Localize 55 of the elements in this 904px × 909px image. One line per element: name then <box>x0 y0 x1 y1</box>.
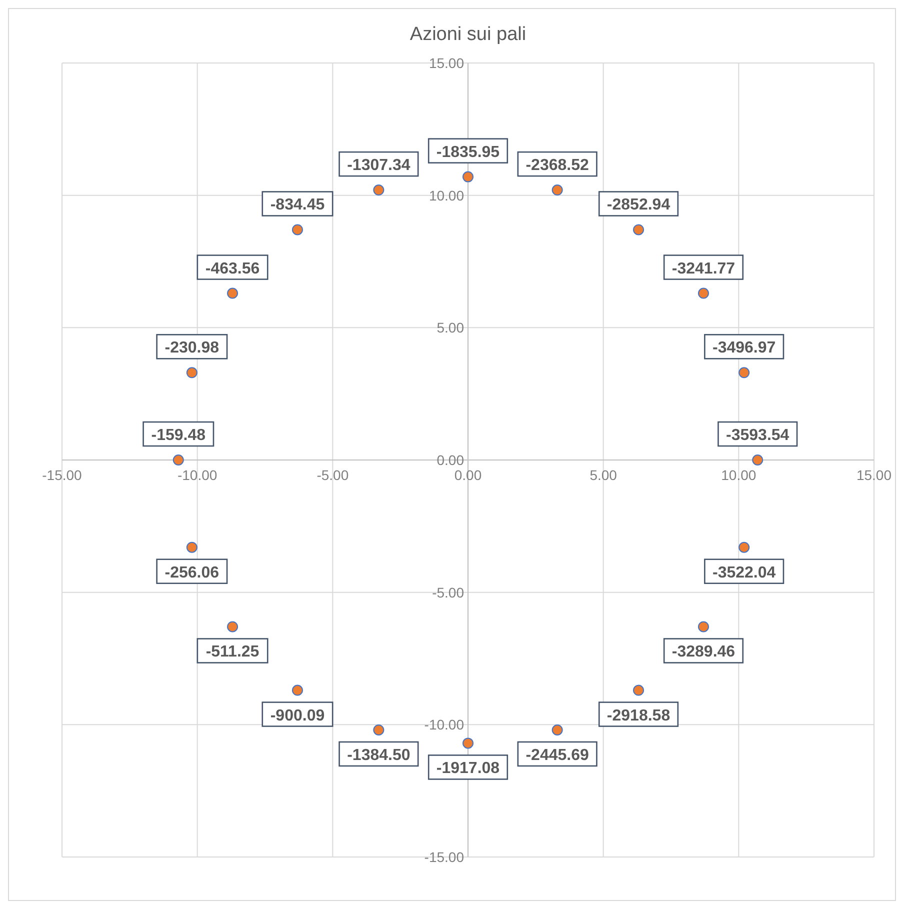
annotation: -3496.97 <box>712 340 776 357</box>
x-tick-label: 10.00 <box>721 467 756 483</box>
point <box>698 288 709 299</box>
point <box>738 542 750 553</box>
point <box>172 454 184 466</box>
point <box>752 454 764 466</box>
annotation: -159.48 <box>151 427 206 444</box>
point <box>633 684 644 696</box>
annotation: -3593.54 <box>726 427 790 444</box>
y-tick-label: 5.00 <box>436 320 464 336</box>
y-tick-label: 10.00 <box>428 187 464 204</box>
x-tick-label: -10.00 <box>177 467 218 483</box>
annotation: -3289.46 <box>672 644 736 661</box>
point <box>292 224 303 236</box>
annotation: -463.56 <box>205 260 260 278</box>
point <box>227 621 238 632</box>
point <box>552 724 563 736</box>
annotation: -230.98 <box>164 340 220 357</box>
y-tick-label: -10.00 <box>424 716 464 733</box>
point <box>698 621 709 632</box>
annotation: -3522.04 <box>712 564 776 582</box>
y-tick-label: -15.00 <box>424 849 464 865</box>
point <box>552 184 563 196</box>
x-tick-label: -5.00 <box>316 467 349 483</box>
annotation: -256.06 <box>164 564 220 582</box>
point <box>373 724 384 736</box>
point <box>738 367 750 378</box>
point <box>292 684 303 696</box>
x-tick-label: 5.00 <box>590 467 618 483</box>
annotation: -1384.50 <box>347 746 410 764</box>
point <box>462 171 474 182</box>
x-tick-label: 0.00 <box>454 467 482 483</box>
annotation: -2368.52 <box>526 157 589 174</box>
point <box>633 224 644 236</box>
annotation: -900.09 <box>270 707 325 724</box>
x-tick-label: 15.00 <box>856 467 892 483</box>
y-tick-label: 0.00 <box>436 452 464 468</box>
y-tick-label: 15.00 <box>428 55 464 71</box>
point <box>462 738 474 749</box>
annotation: -1835.95 <box>436 144 500 161</box>
annotation: -2852.94 <box>606 196 670 214</box>
annotation: -511.25 <box>206 644 260 661</box>
chart-title: Azioni sui pali <box>410 24 526 45</box>
point <box>227 288 238 299</box>
annotation: -1307.34 <box>347 157 410 174</box>
annotation: -3241.77 <box>672 260 736 278</box>
point <box>186 542 198 553</box>
annotation: -2918.58 <box>606 707 670 724</box>
annotation: -2445.69 <box>526 746 589 764</box>
annotation: -834.45 <box>270 196 325 214</box>
annotation: -1917.08 <box>436 760 500 778</box>
point <box>373 184 384 196</box>
y-tick-label: -5.00 <box>432 584 464 600</box>
point <box>186 367 198 378</box>
x-tick-label: -15.00 <box>42 467 82 483</box>
